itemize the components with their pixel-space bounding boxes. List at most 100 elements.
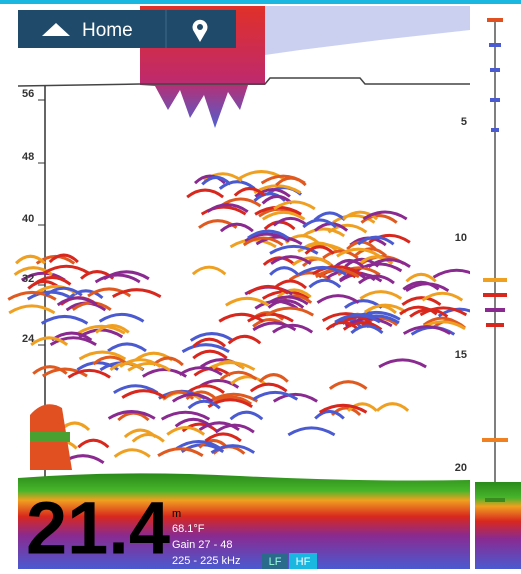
fish-arch	[419, 306, 468, 317]
fish-arch	[8, 304, 56, 315]
surface-noise	[265, 6, 470, 55]
fish-arch	[261, 210, 306, 221]
fish-arch	[229, 410, 264, 421]
fish-arch	[157, 447, 204, 457]
fish-arch	[255, 235, 303, 246]
fish-arch	[342, 320, 383, 331]
fish-arch	[41, 367, 88, 378]
left-scale-label: 48	[22, 151, 34, 163]
fish-arch	[207, 398, 253, 409]
fish-arch	[260, 174, 306, 185]
fish-arch	[187, 399, 221, 410]
fish-arch	[360, 214, 398, 224]
fish-arch	[78, 350, 127, 361]
fish-arch	[185, 390, 218, 401]
depth-value: 21.4	[26, 487, 170, 569]
fish-arch	[174, 417, 212, 428]
fish-arch	[178, 366, 223, 376]
fish-arch	[32, 365, 68, 375]
a-scope-blip	[490, 98, 500, 102]
fish-arch	[214, 423, 255, 434]
fish-arch	[358, 255, 394, 265]
a-scope-bottom	[475, 482, 521, 569]
top-strip	[0, 0, 521, 4]
lf-label[interactable]: LF	[269, 556, 282, 568]
left-scale-label: 56	[22, 88, 34, 100]
fish-arch	[206, 203, 249, 213]
fish-arch	[359, 290, 403, 300]
hf-label[interactable]: HF	[296, 556, 311, 568]
fish-arch	[230, 375, 266, 385]
fish-arch	[401, 296, 442, 306]
fish-arch	[272, 216, 309, 227]
lf-bg[interactable]	[262, 553, 288, 569]
fish-arch	[42, 264, 90, 275]
lf-button[interactable]: LF	[262, 553, 288, 569]
hf-button[interactable]: HF	[289, 553, 317, 569]
fish-arch	[211, 360, 245, 370]
fish-arch	[218, 180, 256, 190]
fish-arch	[30, 336, 69, 347]
fish-arch	[192, 337, 227, 348]
a-scope-blip	[485, 498, 505, 502]
fish-arch	[181, 422, 218, 433]
fish-arch	[336, 247, 381, 258]
fish-arch	[77, 438, 110, 449]
fish-arch	[186, 188, 225, 199]
fish-arch	[265, 306, 314, 317]
fish-arch	[56, 296, 98, 307]
location-icon[interactable]	[192, 19, 208, 42]
fish-arch	[32, 275, 72, 286]
fish-arch	[160, 410, 211, 421]
fish-arch	[328, 380, 368, 390]
fish-arch	[367, 258, 411, 268]
fish-arch	[254, 187, 291, 198]
a-scope-blip	[490, 68, 500, 72]
fish-arch	[272, 392, 318, 403]
fish-arch	[181, 343, 230, 353]
fish-arch	[302, 218, 337, 229]
fish-arches	[7, 170, 482, 464]
fish-arch	[405, 282, 450, 292]
hf-bg[interactable]	[289, 553, 317, 569]
fish-arch	[117, 411, 150, 422]
fish-arch	[15, 254, 46, 265]
home-button[interactable]: Home	[42, 20, 133, 41]
home-label[interactable]: Home	[82, 20, 133, 41]
a-scope-blip	[487, 18, 503, 22]
fish-arch	[302, 227, 346, 238]
location-button[interactable]	[192, 19, 208, 42]
fish-arch	[421, 291, 464, 302]
fish-arch	[219, 370, 258, 381]
a-scope-blip	[483, 293, 507, 297]
fish-arch	[189, 332, 234, 342]
surface-line	[17, 77, 470, 87]
left-scale-label: 32	[22, 273, 34, 285]
fish-arch	[269, 244, 319, 255]
fish-arch	[227, 334, 262, 345]
fish-arch	[402, 325, 451, 335]
fish-arch	[7, 290, 57, 301]
fish-arch	[266, 295, 309, 306]
fish-arch	[94, 273, 141, 284]
fish-arch	[247, 229, 290, 240]
fish-arch	[252, 321, 297, 332]
fish-arch	[112, 288, 162, 298]
a-scope-blip	[483, 278, 507, 282]
fish-arch	[48, 253, 79, 264]
fish-arch	[269, 266, 300, 276]
a-scope-blip	[486, 323, 504, 327]
fish-arch	[332, 213, 376, 224]
fish-arch	[350, 324, 384, 335]
fish-arch	[258, 373, 289, 383]
fish-arch	[342, 210, 379, 221]
fish-arch	[44, 286, 83, 297]
fish-arch	[357, 235, 395, 246]
left-scale-label: 24	[22, 333, 35, 345]
fish-arch	[378, 358, 427, 369]
fish-arch	[92, 355, 129, 366]
fish-arch	[193, 174, 226, 185]
fish-arch	[334, 313, 381, 324]
fish-arch	[131, 432, 165, 443]
fish-arch	[218, 312, 264, 323]
